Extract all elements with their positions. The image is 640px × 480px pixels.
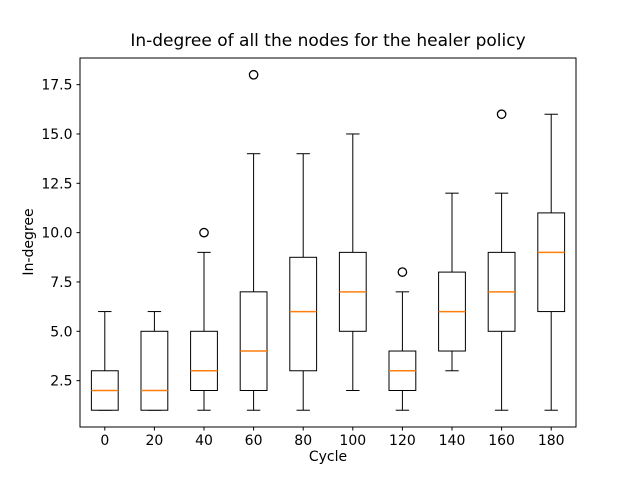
y-tick-label: 17.5 <box>41 78 72 94</box>
x-tick-label: 180 <box>538 433 565 449</box>
x-tick-label: 120 <box>389 433 416 449</box>
box-cycle-120-outlier <box>397 267 408 277</box>
box-cycle-40-iqr <box>190 330 218 391</box>
x-tick-label: 100 <box>339 433 366 449</box>
box-cycle-60-iqr <box>239 291 268 391</box>
y-tick-label: 5.0 <box>50 324 72 340</box>
x-tick-label: 160 <box>488 433 515 449</box>
x-tick-label: 40 <box>195 433 213 449</box>
y-tick-label: 15.0 <box>41 127 72 143</box>
x-tick-label: 80 <box>294 433 312 449</box>
x-tick-label: 0 <box>100 433 109 449</box>
y-tick-label: 2.5 <box>50 374 72 390</box>
y-tick-label: 12.5 <box>41 176 72 192</box>
x-tick-label: 140 <box>439 433 466 449</box>
y-tick-label: 10.0 <box>41 226 72 242</box>
box-cycle-40-outlier <box>199 227 209 238</box>
box-cycle-180-iqr <box>537 212 566 313</box>
chart-title: In-degree of all the nodes for the heale… <box>130 31 526 51</box>
box-cycle-20-iqr <box>140 330 169 411</box>
y-tick-label: 7.5 <box>50 275 72 291</box>
box-cycle-160-outlier <box>496 109 507 120</box>
box-cycle-80-iqr <box>289 256 318 372</box>
box-cycle-60-outlier <box>248 69 259 80</box>
x-tick-label: 60 <box>245 433 263 449</box>
axes-frame <box>79 57 577 428</box>
y-axis-label: In-degree <box>21 208 37 276</box>
x-axis-label: Cycle <box>308 449 348 465</box>
x-tick-label: 20 <box>145 433 163 449</box>
